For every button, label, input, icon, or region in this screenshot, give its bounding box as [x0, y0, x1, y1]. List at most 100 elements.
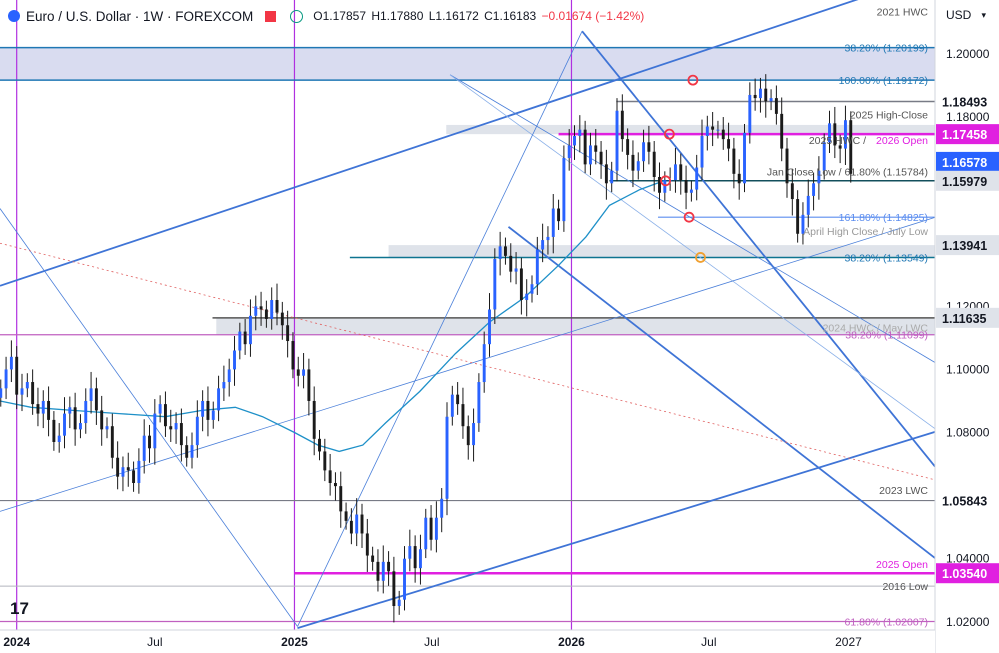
flag-icon[interactable]	[265, 10, 277, 22]
candle-body	[137, 460, 141, 483]
candle-body	[790, 183, 794, 200]
price-label: 1.15979	[942, 175, 987, 189]
candle-body	[769, 98, 773, 102]
trendline[interactable]	[507, 226, 936, 559]
annotation-label: 2025 High-Close	[850, 110, 928, 122]
candle-body	[700, 135, 704, 168]
candle-body	[264, 309, 268, 319]
level-marker	[683, 211, 695, 223]
annotation-label: 38.20% (1.11099)	[845, 330, 928, 342]
candle-body	[286, 325, 290, 342]
trendline[interactable]	[0, 208, 298, 627]
candle-body	[817, 170, 821, 184]
price-tick-label: 1.04000	[946, 552, 990, 566]
candle-body	[562, 158, 566, 222]
chevron-down-icon: ▾	[981, 9, 986, 20]
currency-selector[interactable]: USD ▾	[940, 4, 992, 26]
tradingview-logo: 17	[10, 599, 29, 618]
candle-body	[227, 369, 231, 383]
trendline[interactable]	[297, 31, 583, 627]
candle-body	[785, 148, 789, 184]
candle-body	[254, 306, 258, 316]
level-marker	[695, 252, 706, 263]
eye-icon[interactable]	[290, 9, 304, 23]
candle-body	[153, 413, 157, 449]
annotation-label: 100.00% (1.19172)	[839, 75, 928, 87]
candle-body	[567, 145, 571, 159]
time-axis: 2024 Jul 2025 Jul 2026 Jul 2027	[3, 635, 862, 649]
candle-body	[360, 514, 364, 534]
candle-body	[47, 400, 51, 420]
high-value: H1.17880	[371, 9, 424, 23]
price-label: 1.11635	[942, 312, 987, 326]
price-tick-label: 1.02000	[946, 615, 990, 629]
change-value: −0.01674 (−1.42%)	[541, 9, 645, 23]
candle-body	[440, 498, 444, 518]
annotation-label: 38.20% (1.13549)	[845, 252, 928, 264]
candle-body	[73, 407, 77, 430]
annotation-label: 2021 HWC	[877, 6, 929, 18]
annotations: 2021 HWC 38.20% (1.20199) 100.00% (1.19172…	[767, 6, 929, 628]
candle-body	[371, 555, 375, 562]
candle-body	[201, 400, 205, 417]
trendline[interactable]	[0, 242, 936, 481]
candle-body	[36, 404, 40, 414]
candle-body	[801, 214, 805, 234]
zones	[0, 47, 936, 335]
candle-body	[190, 445, 194, 458]
candle-body	[116, 457, 120, 477]
candle-body	[387, 561, 391, 572]
candle-body	[397, 599, 401, 607]
trendline[interactable]	[0, 0, 935, 287]
candle-body	[673, 164, 677, 181]
candle-body	[217, 388, 221, 411]
time-tick-label: 2025	[281, 635, 308, 649]
level-marker	[660, 175, 671, 187]
candle-body	[535, 249, 539, 285]
candle-body	[557, 208, 561, 222]
candle-body	[488, 309, 491, 345]
trendline[interactable]	[449, 74, 936, 430]
candle-body	[318, 438, 321, 452]
price-label-bg	[936, 307, 999, 328]
symbol-title[interactable]: Euro / U.S. Dollar · 1W · FOREXCOM	[26, 8, 254, 24]
candle-body	[705, 126, 709, 136]
annotation-label: 2026 Open	[876, 135, 928, 147]
candle-body	[498, 246, 502, 260]
candle-body	[732, 148, 736, 174]
candle-body	[25, 382, 29, 389]
candle-body	[583, 129, 587, 165]
trendline[interactable]	[581, 30, 936, 468]
candle-body	[132, 470, 136, 483]
trendline[interactable]	[0, 216, 936, 512]
candle-body	[233, 350, 236, 370]
candle-body	[509, 255, 513, 272]
candle-body	[652, 151, 656, 177]
candle-body	[477, 382, 481, 424]
time-axis-bg[interactable]	[0, 630, 935, 653]
candle-body	[753, 94, 757, 99]
candle-body	[270, 300, 274, 319]
candle-body	[822, 142, 826, 171]
candle-body	[812, 183, 816, 196]
time-tick-label: Jul	[424, 635, 439, 649]
candle-body	[174, 423, 178, 430]
candle-body	[4, 369, 8, 389]
candle-body	[828, 123, 831, 143]
close-value: C1.16183	[484, 9, 537, 23]
candle-body	[631, 154, 635, 171]
annotation-label: 161.80% (1.14825)	[839, 212, 928, 224]
chart-header: Euro / U.S. Dollar · 1W · FOREXCOM O1.17…	[0, 0, 935, 32]
candle-body	[546, 236, 550, 241]
candle-body	[604, 164, 608, 184]
price-label: 1.17458	[942, 128, 987, 142]
candle-body	[774, 98, 778, 114]
candle-body	[806, 195, 810, 215]
annotation-label: April High Close / July Low	[803, 226, 928, 238]
candle-body	[642, 142, 646, 162]
candle-body	[110, 426, 114, 458]
candle-body	[466, 426, 470, 446]
trendline[interactable]	[449, 74, 936, 363]
price-label: 1.18493	[942, 95, 987, 109]
